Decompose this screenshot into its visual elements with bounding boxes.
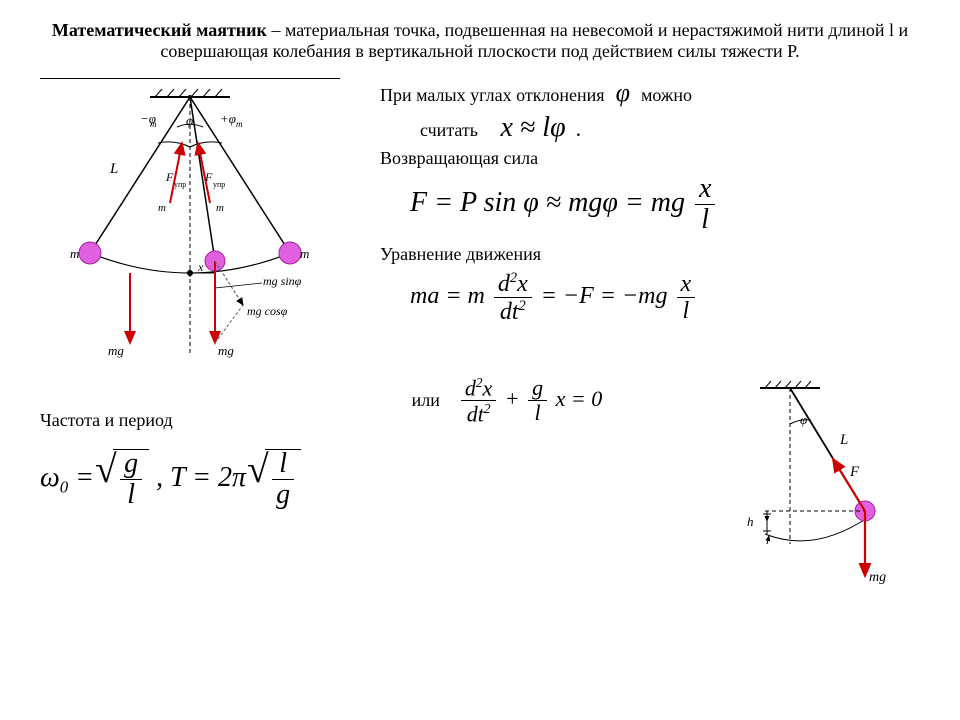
svg-text:φ: φ	[186, 113, 193, 128]
title-rest: – материальная точка, подвешенная на нев…	[160, 20, 908, 61]
svg-text:mg⃗: mg⃗	[108, 343, 134, 358]
eom-label: Уравнение движения	[380, 244, 920, 265]
formula-eq0: d2x dt2 + gl x = 0	[458, 386, 602, 411]
ma-rhs: = −F = −mg	[541, 283, 668, 309]
den: l	[695, 205, 715, 234]
main-columns: −φm +φm φ L m m F⃗упр F⃗упр m m x mg sin…	[40, 74, 920, 368]
formula-omega-T: ω0 = gl , T = 2π lg	[40, 449, 392, 509]
svg-text:m: m	[150, 119, 157, 129]
title-bold: Математический маятник	[52, 20, 267, 40]
right-column: При малых углах отклонения φ можно счита…	[380, 74, 920, 368]
formula-F: F = P sin φ ≈ mgφ = mg xl	[410, 175, 920, 234]
svg-text:φ: φ	[800, 412, 807, 427]
f-lhs: F = P sin φ ≈ mgφ = mg	[410, 187, 685, 218]
svg-text:упр: упр	[213, 180, 225, 189]
svg-text:m: m	[216, 202, 224, 214]
pendulum-diagram-main: −φm +φm φ L m m F⃗упр F⃗упр m m x mg sin…	[40, 83, 340, 363]
formula-x-approx: x ≈ lφ	[501, 112, 566, 143]
svg-text:m: m	[300, 246, 309, 261]
svg-text:упр: упр	[174, 180, 186, 189]
title-block: Математический маятник – материальная то…	[40, 20, 920, 62]
svg-text:m: m	[70, 246, 79, 261]
left-column: −φm +φm φ L m m F⃗упр F⃗упр m m x mg sin…	[40, 74, 360, 368]
formula-ma: ma = m d2x dt2 = −F = −mg xl	[410, 271, 920, 324]
or-eq-block: или d2x dt2 + gl x = 0	[412, 376, 685, 591]
svg-text:mg⃗: mg⃗	[869, 570, 897, 585]
svg-text:mg⃗: mg⃗	[218, 343, 244, 358]
or-label: или	[412, 390, 440, 410]
divider	[40, 78, 340, 79]
svg-text:m: m	[236, 119, 243, 129]
pendulum-diagram-simple: φ L F⃗ h mg⃗	[705, 376, 915, 586]
svg-text:F⃗: F⃗	[849, 464, 871, 480]
num: x	[695, 175, 715, 205]
ma-lhs: ma = m	[410, 283, 485, 309]
bottom-row: Частота и период ω0 = gl , T = 2π lg или…	[40, 376, 920, 591]
svg-text:L: L	[109, 161, 118, 177]
svg-text:mg cosφ: mg cosφ	[247, 304, 288, 318]
small-angles-line: При малых углах отклонения φ можно	[380, 78, 920, 108]
txt: можно	[641, 85, 692, 105]
svg-text:x: x	[197, 260, 204, 274]
txt: считать	[420, 120, 478, 140]
svg-text:h: h	[747, 514, 754, 529]
txt: При малых углах отклонения	[380, 85, 609, 105]
small-angles-line2: считать x ≈ lφ .	[420, 112, 920, 144]
freq-period-label: Частота и период	[40, 410, 392, 431]
restoring-label: Возвращающая сила	[380, 148, 920, 169]
svg-text:+φ: +φ	[220, 111, 236, 126]
svg-text:m: m	[158, 202, 166, 214]
freq-period-block: Частота и период ω0 = gl , T = 2π lg	[40, 376, 392, 591]
diagram2-wrap: φ L F⃗ h mg⃗	[705, 376, 920, 591]
svg-text:mg sinφ: mg sinφ	[263, 274, 302, 288]
svg-text:L: L	[839, 432, 848, 448]
